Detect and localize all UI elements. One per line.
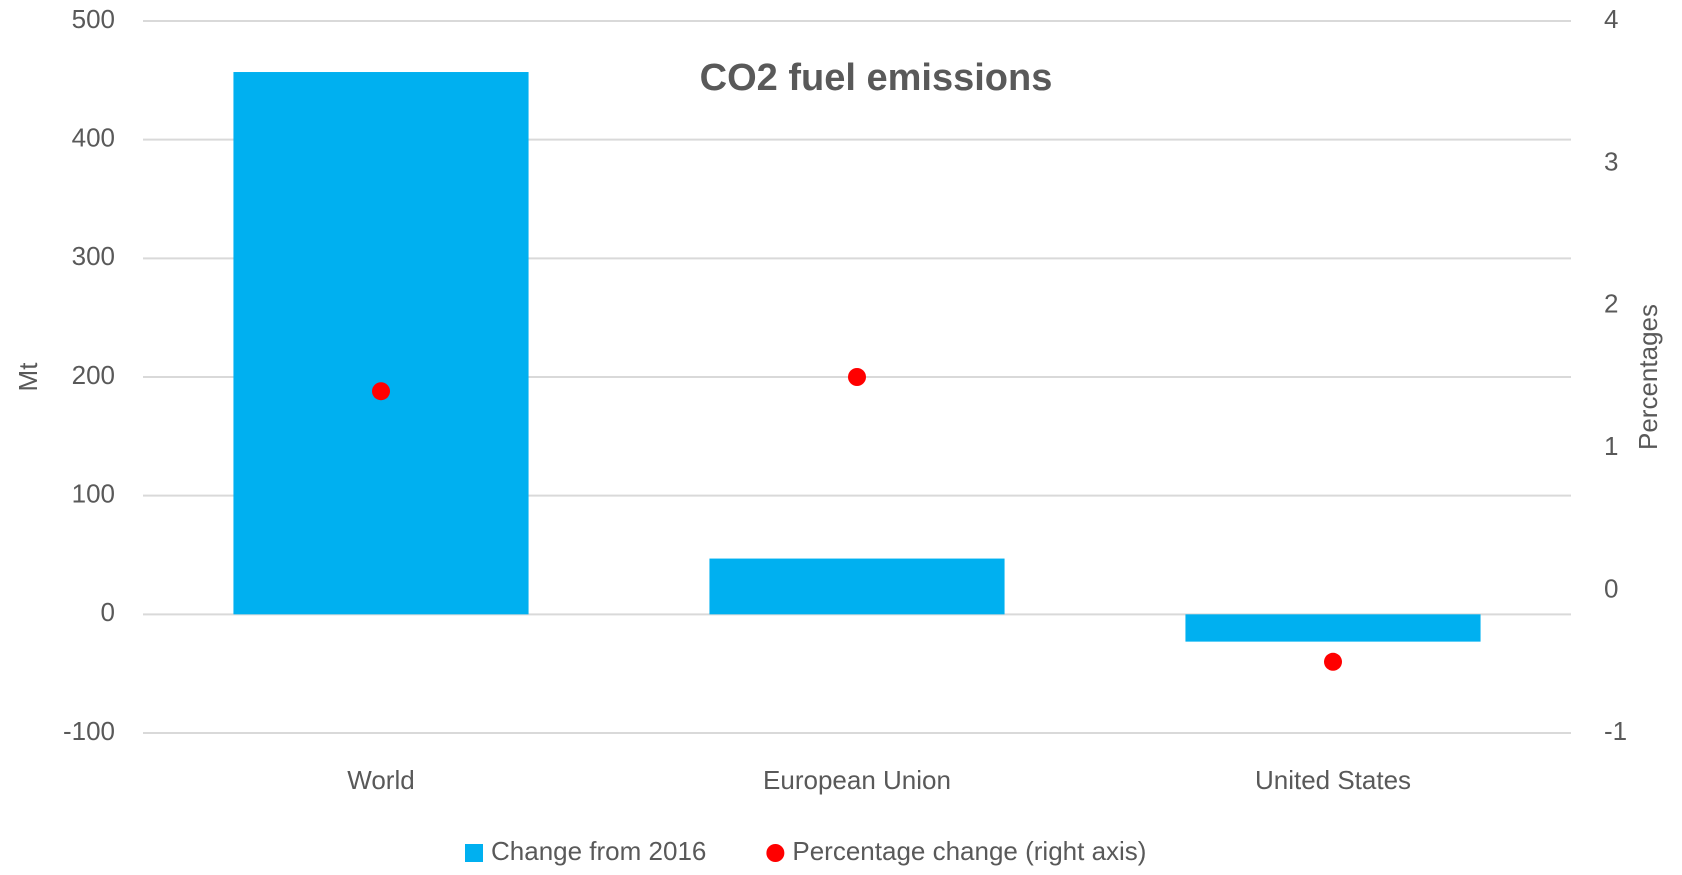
y2-tick-label: 1 — [1604, 431, 1618, 461]
y2-tick-label: 2 — [1604, 289, 1618, 319]
legend-swatch — [465, 844, 483, 862]
y-tick-label: 100 — [72, 479, 115, 509]
bar — [233, 72, 529, 615]
y-tick-label: 300 — [72, 241, 115, 271]
y2-tick-label: 4 — [1604, 4, 1618, 34]
legend-swatch — [766, 844, 785, 862]
point — [848, 368, 866, 386]
point — [1324, 652, 1342, 671]
legend-label: Percentage change (right axis) — [792, 836, 1146, 866]
x-tick-label: European Union — [763, 765, 951, 795]
y-tick-label: -100 — [63, 716, 115, 746]
y2-tick-label: -1 — [1604, 716, 1627, 746]
legend-label: Change from 2016 — [491, 836, 706, 866]
y2-tick-label: 0 — [1604, 573, 1618, 603]
bar — [1185, 614, 1481, 642]
bar — [709, 558, 1005, 615]
point — [372, 382, 390, 401]
y-tick-label: 0 — [101, 597, 115, 627]
y-axis-label: Mt — [13, 362, 43, 392]
y-tick-label: 500 — [72, 4, 115, 34]
x-tick-label: United States — [1255, 765, 1411, 795]
chart-title: CO2 fuel emissions — [700, 57, 1053, 99]
y-tick-label: 400 — [72, 123, 115, 153]
y-tick-label: 200 — [72, 360, 115, 390]
y2-axis-label: Percentages — [1633, 304, 1663, 450]
y2-tick-label: 3 — [1604, 146, 1618, 176]
x-tick-label: World — [347, 765, 414, 795]
